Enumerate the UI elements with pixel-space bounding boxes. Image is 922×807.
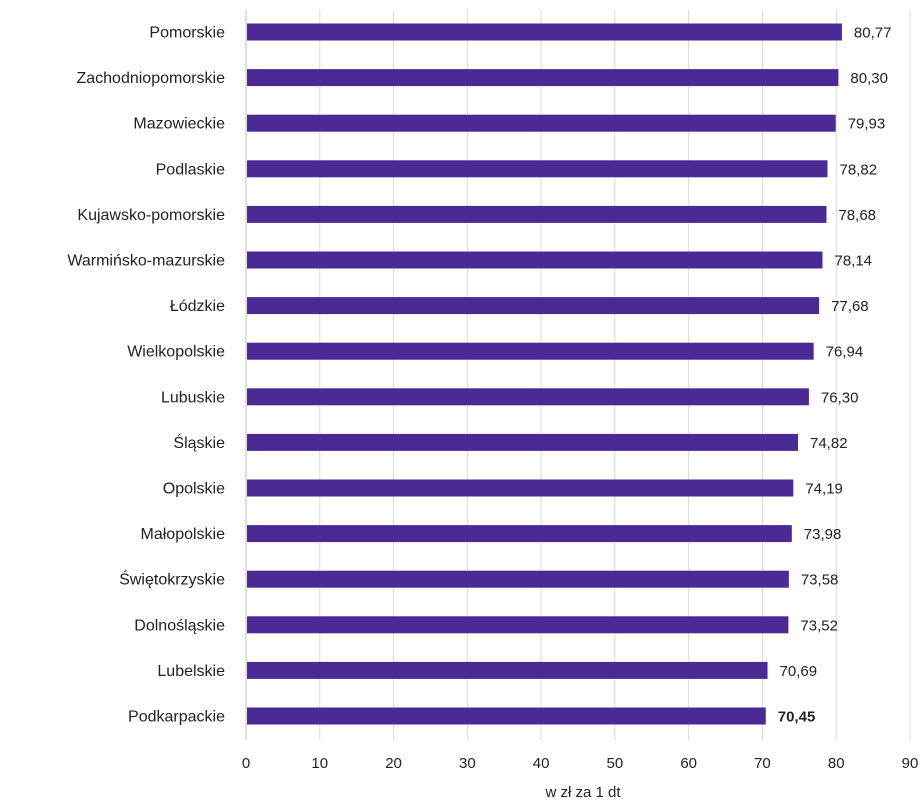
bar	[247, 114, 836, 132]
category-label: Mazowieckie	[133, 116, 225, 133]
value-label: 76,30	[821, 389, 859, 406]
category-label: Opolskie	[163, 481, 225, 498]
bar	[247, 69, 839, 87]
value-label: 74,19	[805, 481, 843, 498]
category-label: Wielkopolskie	[127, 344, 225, 361]
x-axis-title: w zł za 1 dt	[544, 784, 621, 801]
category-label: Śląskie	[173, 433, 225, 452]
bar	[247, 707, 766, 725]
bar	[247, 388, 809, 406]
x-tick-label: 20	[385, 755, 402, 772]
x-tick-label: 10	[311, 755, 328, 772]
x-tick-label: 90	[902, 755, 919, 772]
value-label: 76,94	[826, 344, 864, 361]
value-label: 80,77	[854, 25, 892, 42]
value-label: 74,82	[810, 435, 848, 452]
value-label: 78,68	[838, 207, 876, 224]
value-label: 78,82	[840, 161, 878, 178]
bar	[247, 661, 768, 679]
x-tick-label: 40	[533, 755, 550, 772]
bar	[247, 616, 789, 634]
bar	[247, 23, 842, 41]
x-tick-labels: 0 10 20 30 40 50 60 70 80 90	[242, 755, 919, 772]
category-label: Lubelskie	[157, 663, 225, 680]
bar	[247, 342, 814, 360]
category-label: Świętokrzyskie	[119, 570, 225, 589]
category-label: Zachodniopomorskie	[76, 70, 225, 87]
category-label: Łódzkie	[170, 298, 225, 315]
bar	[247, 479, 794, 497]
value-labels: 80,77 80,30 79,93 78,82 78,68 78,14 77,68 76,94…	[778, 25, 892, 726]
bars	[247, 23, 842, 725]
x-tick-label: 60	[680, 755, 697, 772]
value-label: 73,58	[801, 572, 839, 589]
bar	[247, 205, 827, 223]
x-tick-label: 0	[242, 755, 250, 772]
x-tick-label: 80	[828, 755, 845, 772]
category-label: Podlaskie	[156, 161, 225, 178]
bar	[247, 160, 828, 178]
x-tick-label: 70	[754, 755, 771, 772]
x-tick-label: 50	[607, 755, 624, 772]
category-label: Kujawsko-pomorskie	[77, 207, 225, 224]
value-label: 80,30	[850, 70, 888, 87]
category-label: Pomorskie	[149, 25, 225, 42]
bar	[247, 297, 820, 315]
x-tick-label: 30	[459, 755, 476, 772]
bar	[247, 251, 823, 269]
value-label: 73,98	[804, 526, 842, 543]
bar	[247, 433, 799, 451]
category-label: Warmińsko-mazurskie	[67, 253, 225, 270]
value-label: 73,52	[800, 617, 838, 634]
bar	[247, 525, 792, 543]
bar	[247, 570, 789, 588]
category-label: Dolnośląskie	[134, 617, 225, 634]
value-label: 70,45	[778, 709, 816, 726]
value-label: 78,14	[834, 253, 872, 270]
category-label: Podkarpackie	[128, 709, 225, 726]
category-labels: Pomorskie Zachodniopomorskie Mazowieckie Po…	[67, 25, 225, 726]
value-label: 79,93	[848, 116, 886, 133]
category-label: Małopolskie	[141, 526, 226, 543]
category-label: Lubuskie	[161, 389, 225, 406]
value-label: 77,68	[831, 298, 869, 315]
value-label: 70,69	[780, 663, 818, 680]
